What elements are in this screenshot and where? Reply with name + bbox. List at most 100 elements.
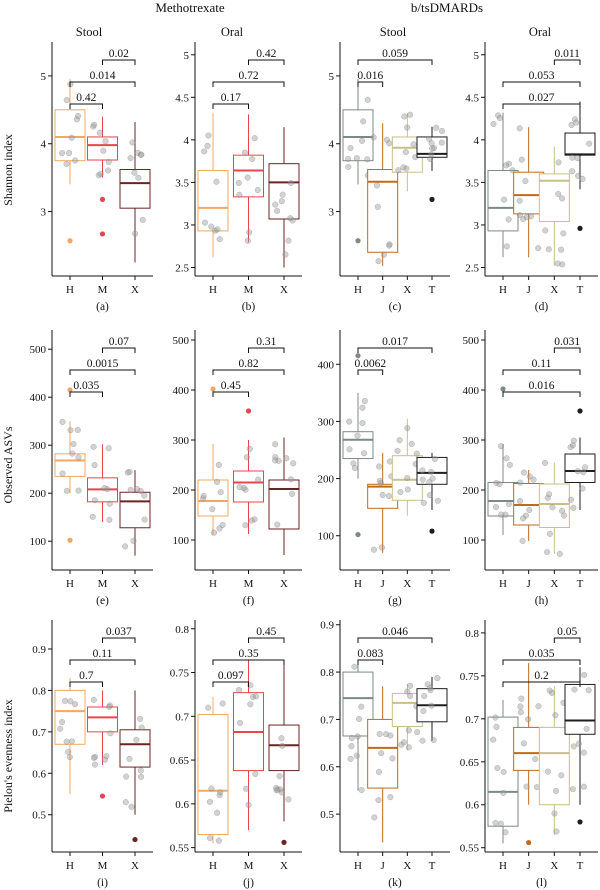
jitter-point bbox=[350, 460, 357, 467]
jitter-point bbox=[427, 155, 434, 163]
jitter-point bbox=[410, 141, 417, 148]
sig-bracket: 0.82 bbox=[212, 358, 285, 375]
jitter-point bbox=[138, 151, 145, 158]
jitter-point bbox=[375, 258, 382, 265]
jitter-point bbox=[408, 440, 415, 447]
jitter-point bbox=[245, 801, 252, 808]
jitter-point bbox=[395, 167, 402, 174]
y-tick-label: 0.8 bbox=[320, 667, 334, 679]
sig-bracket: 0.016 bbox=[357, 70, 384, 87]
y-tick-label: 400 bbox=[30, 392, 47, 404]
sig-bracket-line bbox=[553, 59, 581, 65]
outlier-point bbox=[577, 819, 583, 825]
jitter-point bbox=[131, 230, 139, 237]
sig-bracket-line bbox=[102, 59, 136, 65]
jitter-point bbox=[426, 135, 433, 142]
sig-bracket: 0.42 bbox=[248, 48, 285, 65]
jitter-point bbox=[398, 741, 405, 748]
group-header-btsdmards: b/tsDMARDs bbox=[411, 0, 483, 15]
panel-l: 0.55 0.6 0.65 0.7 0.75 0.8 H J X T 0.050.035 0.2 (l) bbox=[460, 620, 598, 889]
box-M bbox=[233, 114, 264, 244]
jitter-point bbox=[236, 484, 243, 491]
jitter-point bbox=[375, 797, 382, 804]
jitter-point bbox=[351, 464, 358, 472]
x-tick-label: X bbox=[131, 578, 139, 590]
jitter-point bbox=[219, 521, 226, 529]
jitter-point bbox=[556, 550, 563, 557]
panel-i: 0.5 0.6 0.7 0.8 0.9 H M X 0.037 0.11 0.7 (i) bbox=[32, 620, 153, 889]
box-iqr bbox=[233, 470, 264, 503]
jitter-point bbox=[431, 455, 438, 462]
jitter-point bbox=[122, 799, 129, 806]
panel-c: 3 4 5 H J X T 0.059 0.016 (c) bbox=[329, 42, 450, 313]
sig-bracket-line bbox=[357, 59, 433, 65]
y-tick-label: 0.75 bbox=[460, 671, 480, 683]
jitter-point bbox=[518, 695, 525, 702]
jitter-point bbox=[278, 789, 285, 796]
box-M bbox=[87, 443, 118, 523]
panel-label: (i) bbox=[97, 877, 108, 889]
x-tick-label: H bbox=[66, 284, 74, 296]
jitter-point bbox=[236, 719, 244, 726]
box-T bbox=[416, 452, 448, 534]
y-tick-label: 0.55 bbox=[460, 843, 480, 855]
sig-bracket-line bbox=[357, 347, 433, 353]
jitter-point bbox=[517, 709, 524, 716]
x-tick-label: H bbox=[209, 284, 217, 296]
jitter-point bbox=[242, 522, 249, 529]
x-tick-label: H bbox=[354, 284, 362, 296]
sig-bracket: 0.097 bbox=[212, 670, 249, 687]
x-tick-label: M bbox=[244, 860, 254, 872]
jitter-point bbox=[137, 767, 144, 774]
jitter-point bbox=[67, 698, 74, 705]
x-tick-label: H bbox=[499, 860, 507, 872]
y-tick-label: 200 bbox=[463, 485, 480, 497]
jitter-point bbox=[67, 427, 74, 434]
jitter-point bbox=[575, 740, 582, 747]
x-tick-label: T bbox=[577, 860, 584, 872]
y-tick-label: 4 bbox=[474, 135, 480, 147]
y-tick-label: 0.6 bbox=[32, 768, 46, 780]
box-iqr bbox=[367, 718, 399, 789]
y-tick-label: 0.9 bbox=[320, 620, 334, 632]
jitter-point bbox=[364, 156, 371, 163]
jitter-point bbox=[419, 467, 426, 474]
jitter-point bbox=[525, 716, 532, 723]
y-tick-label: 3 bbox=[184, 220, 190, 232]
x-tick-label: J bbox=[527, 860, 532, 872]
jitter-point bbox=[215, 461, 222, 468]
box-iqr bbox=[233, 154, 264, 198]
jitter-point bbox=[287, 179, 294, 187]
box-J bbox=[513, 125, 545, 258]
jitter-point bbox=[586, 140, 593, 147]
sig-bracket: 0.027 bbox=[502, 92, 581, 109]
panel-a: 3 4 5 H M X 0.02 0.014 0.42 (a) bbox=[41, 42, 153, 313]
jitter-point bbox=[428, 151, 435, 158]
jitter-point bbox=[100, 147, 107, 154]
jitter-point bbox=[272, 201, 279, 208]
y-tick-label: 300 bbox=[173, 435, 190, 447]
jitter-point bbox=[127, 155, 134, 162]
box-iqr bbox=[564, 453, 596, 483]
jitter-point bbox=[500, 768, 507, 776]
jitter-point bbox=[380, 251, 387, 258]
jitter-point bbox=[273, 784, 280, 791]
outlier-point bbox=[245, 408, 252, 414]
jitter-point bbox=[133, 736, 140, 743]
sig-bracket: 0.42 bbox=[69, 92, 103, 109]
y-tick-label: 400 bbox=[463, 385, 480, 397]
x-tick-label: H bbox=[499, 578, 507, 590]
jitter-point bbox=[62, 697, 69, 704]
jitter-point bbox=[505, 160, 512, 167]
jitter-point bbox=[279, 742, 286, 749]
jitter-point bbox=[216, 525, 223, 532]
y-tick-label: 100 bbox=[30, 536, 47, 548]
y-tick-label: 0.8 bbox=[32, 685, 46, 697]
jitter-point bbox=[370, 546, 377, 553]
jitter-point bbox=[201, 148, 208, 155]
box-X bbox=[268, 662, 300, 845]
sig-bracket-label: 0.42 bbox=[256, 48, 276, 60]
x-tick-label: J bbox=[381, 284, 386, 296]
sig-bracket: 0.7 bbox=[69, 670, 103, 687]
jitter-point bbox=[559, 195, 566, 202]
